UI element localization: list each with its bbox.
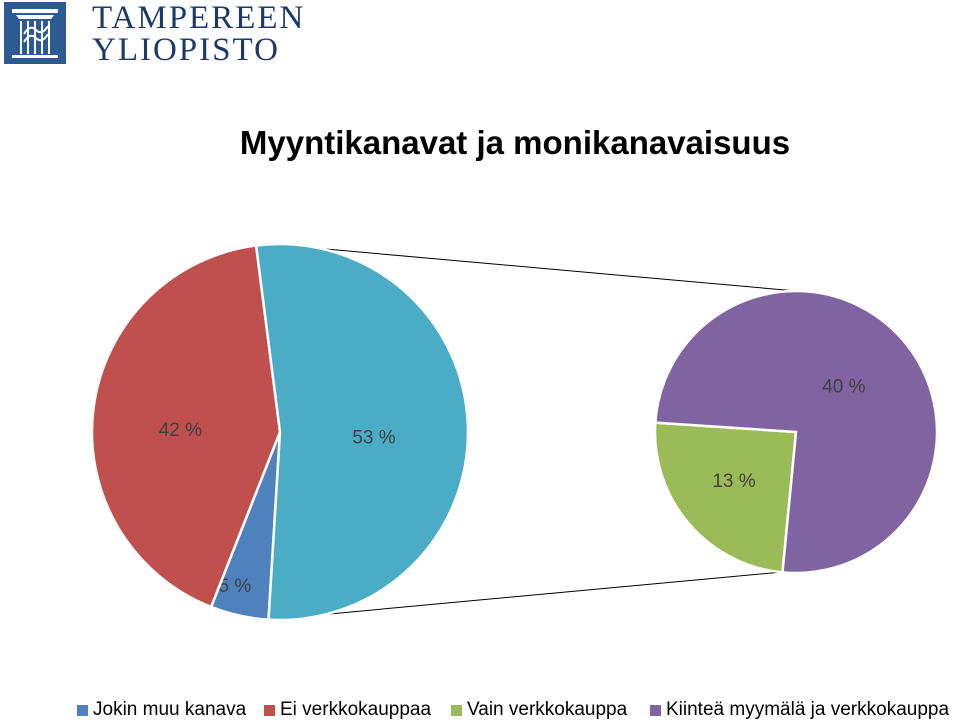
secondary-pie-data-label: 40 % (822, 377, 865, 398)
main-pie-slice-ei-verkkokauppaa (90, 244, 282, 609)
main-pie-data-label: 53 % (352, 427, 395, 448)
chart-title: Myyntikanavat ja monikanavaisuus (239, 124, 791, 161)
university-logo: TAMPEREEN YLIOPISTO (4, 0, 349, 68)
connector-line-bottom (268, 571, 783, 621)
legend-item-vain-verkkokauppa: Vain verkkokauppa (451, 699, 627, 721)
main-pie-slice-muut (254, 242, 470, 622)
legend-swatch (451, 704, 462, 716)
secondary-pie-slice-vain-verkkokauppa (653, 421, 798, 574)
main-pie-data-label: 5 % (219, 576, 252, 597)
legend-swatch (650, 704, 661, 716)
main-pie-data-label: 42 % (159, 420, 202, 441)
logo-text-line1: TAMPEREEN (92, 0, 306, 36)
chart-legend: Jokin muu kanava Ei verkkokauppaa Vain v… (0, 699, 960, 723)
legend-swatch (77, 704, 88, 716)
legend-label: Kiinteä myymälä ja verkkokauppa (666, 699, 950, 720)
university-pillars-icon (4, 2, 66, 64)
legend-label: Jokin muu kanava (93, 699, 247, 720)
legend-item-jokin-muu: Jokin muu kanava (77, 699, 246, 721)
legend-item-kiintea-ja-verkkokauppa: Kiinteä myymälä ja verkkokauppa (650, 699, 949, 721)
secondary-pie-data-label: 13 % (712, 471, 755, 492)
legend-label: Vain verkkokauppa (467, 699, 628, 720)
legend-item-ei-verkkokauppaa: Ei verkkokauppaa (264, 699, 431, 721)
legend-swatch (264, 704, 275, 716)
logo-text-line2: YLIOPISTO (92, 32, 280, 68)
legend-label: Ei verkkokauppaa (280, 699, 432, 720)
connector-line-top (271, 243, 797, 292)
secondary-pie-slice-kiintea-myymala-ja-verkkokauppa (653, 289, 939, 575)
